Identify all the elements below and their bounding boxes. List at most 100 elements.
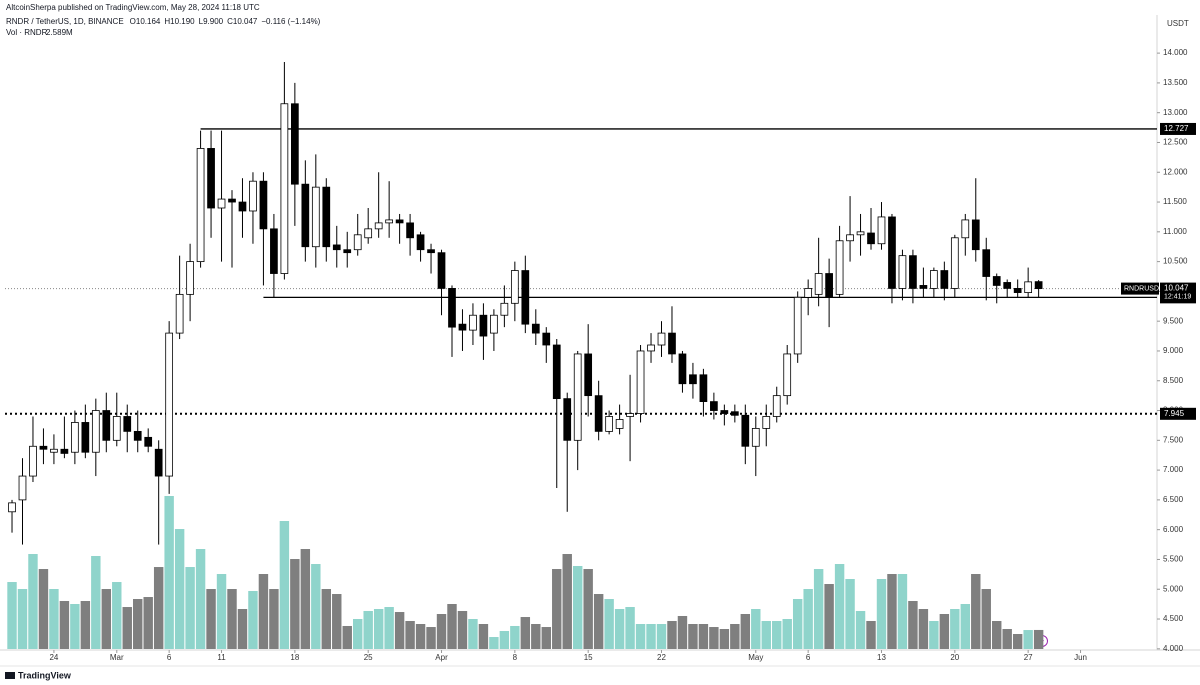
volume-bar — [845, 579, 855, 649]
candle-body — [971, 219, 980, 251]
current-price-symbol-box — [1121, 282, 1159, 295]
volume-bar — [227, 589, 237, 649]
volume-bar — [206, 589, 216, 649]
volume-bar — [604, 599, 614, 649]
candle-body — [217, 198, 226, 209]
candle-body — [144, 436, 153, 447]
volume-bar — [237, 609, 248, 649]
volume-bar — [635, 624, 646, 649]
candle-body — [427, 249, 435, 254]
y-tick-label: 13.500 — [1163, 78, 1188, 87]
volume-bar — [174, 529, 185, 649]
x-tick-label: 11 — [217, 653, 226, 662]
volume-bar — [677, 615, 688, 649]
y-tick-label: 14.000 — [1163, 48, 1188, 57]
volume-bar — [824, 584, 834, 649]
volume-bar — [91, 555, 101, 649]
y-tick-label: 12.000 — [1163, 167, 1188, 176]
volume-bar — [740, 614, 751, 649]
candle-body — [1013, 288, 1022, 293]
volume-bar — [572, 565, 583, 649]
volume-bar — [981, 589, 991, 649]
candle-body — [856, 231, 865, 236]
candle-body — [479, 314, 488, 337]
candle-body — [29, 445, 37, 477]
candle-body — [8, 502, 16, 513]
footer-brand: TradingView — [18, 670, 72, 680]
candle-body — [992, 276, 1001, 286]
volume-bar — [59, 600, 70, 649]
volume-bar — [939, 614, 950, 649]
x-tick-label: 6 — [167, 653, 172, 662]
candle-body — [364, 228, 373, 239]
volume-bar — [133, 599, 143, 649]
candle-body — [699, 374, 708, 402]
volume-bar — [112, 582, 122, 649]
volume-bar — [552, 569, 562, 649]
volume-bar — [688, 624, 698, 649]
candle-body — [91, 410, 100, 453]
volume-bar — [415, 624, 426, 649]
countdown: 12:41:19 — [1164, 293, 1191, 300]
candle-body — [249, 180, 257, 212]
candle-body — [741, 414, 750, 447]
volume-bar — [258, 574, 269, 649]
volume-bar — [80, 600, 91, 649]
x-tick-label: 13 — [877, 653, 886, 662]
volume-bar — [436, 614, 447, 649]
candle-body — [186, 261, 194, 295]
volume-bar — [614, 609, 625, 649]
volume-bar — [195, 549, 206, 649]
volume-bar — [562, 554, 572, 649]
volume-bar — [49, 589, 59, 649]
x-tick-label: 24 — [49, 653, 58, 662]
change-value: −0.116 (−1.14%) — [261, 17, 320, 26]
candle-body — [50, 448, 58, 453]
volume-bar — [373, 609, 384, 649]
candle-body — [332, 244, 341, 251]
candle-body — [374, 222, 383, 230]
volume-label: Vol · RNDR — [6, 28, 48, 37]
volume-bar — [929, 620, 939, 649]
currency: USDT — [1167, 19, 1189, 28]
level-label-box — [1160, 407, 1196, 420]
candle-body — [982, 249, 991, 277]
volume-bar — [478, 624, 489, 649]
candle-body — [898, 255, 907, 289]
volume-bar — [153, 567, 164, 649]
candle-body — [175, 293, 184, 334]
candle-body — [552, 344, 561, 400]
candle-body — [594, 395, 603, 432]
candle-body — [458, 323, 467, 331]
volume-bar — [164, 496, 174, 649]
volume-bar — [290, 559, 300, 649]
candle-body — [846, 234, 854, 242]
volume-bar — [101, 589, 112, 649]
candle-body — [238, 201, 247, 212]
volume-bar — [971, 574, 981, 649]
candle-body — [1034, 281, 1043, 289]
volume-bar — [887, 574, 897, 649]
candle-body — [710, 401, 718, 411]
volume-bar — [908, 600, 918, 649]
y-tick-label: 4.500 — [1163, 614, 1184, 623]
candle-body — [133, 430, 142, 441]
candle-body — [877, 216, 886, 245]
candle-body — [406, 222, 414, 239]
volume-bar — [583, 569, 593, 649]
volume-bar — [143, 597, 153, 649]
y-tick-label: 7.500 — [1163, 435, 1184, 444]
volume-bar — [531, 624, 541, 649]
candle-body — [81, 422, 90, 453]
volume-bar — [7, 582, 17, 649]
volume-bar — [510, 625, 520, 649]
volume-bar — [719, 629, 730, 649]
candle-body — [510, 270, 519, 304]
volume-bar — [950, 609, 960, 649]
candle-body — [311, 186, 320, 248]
candle-body — [657, 332, 666, 346]
volume-bar — [342, 625, 352, 649]
candle-body — [835, 240, 844, 295]
